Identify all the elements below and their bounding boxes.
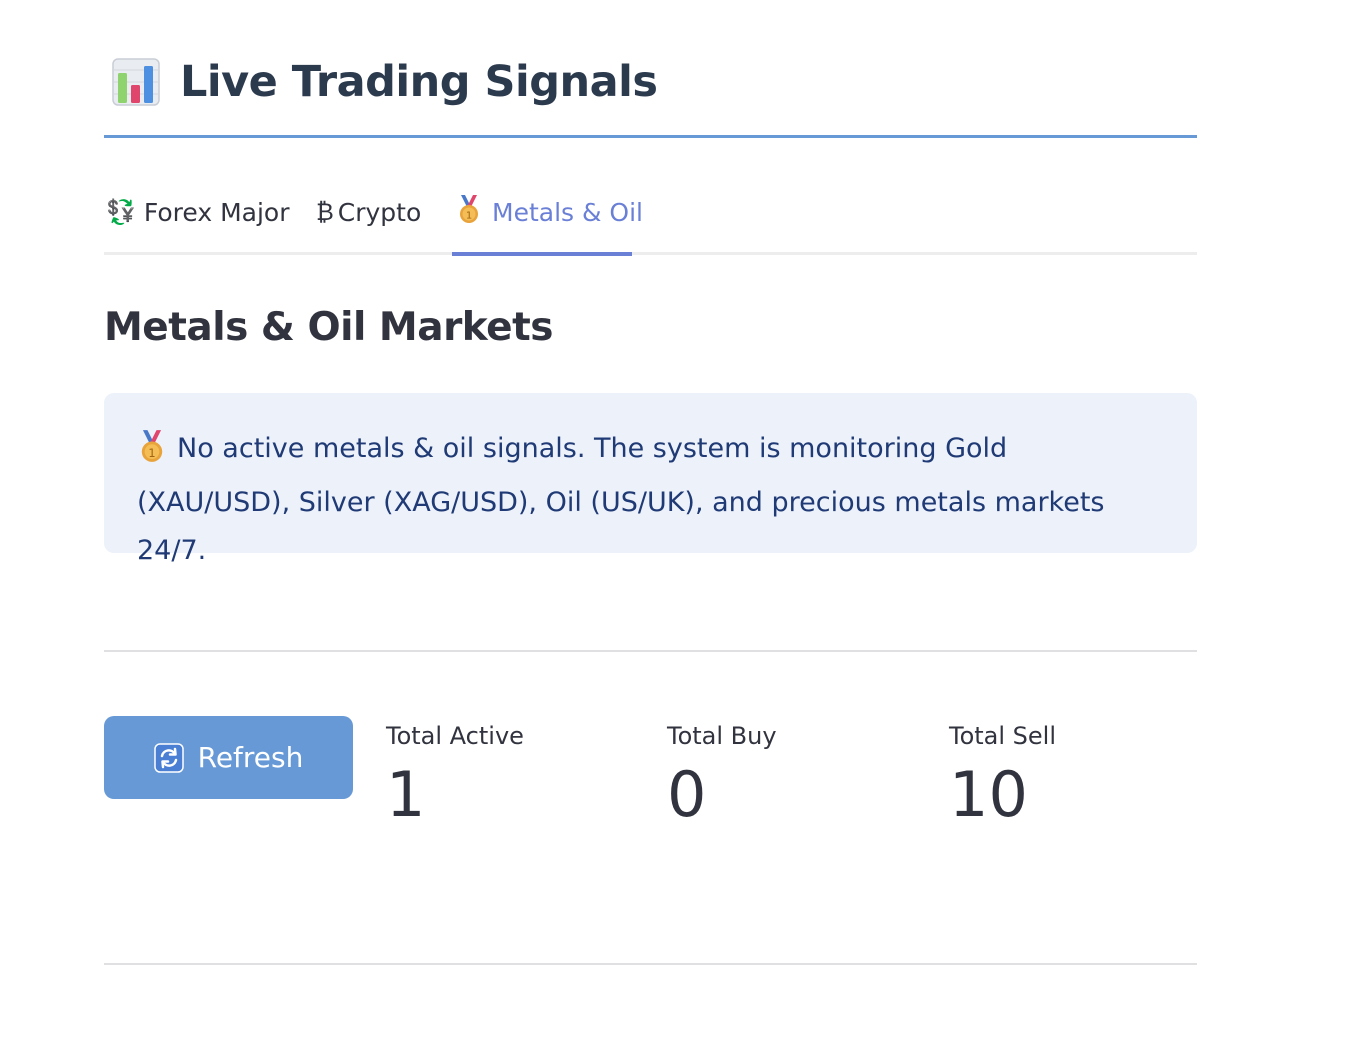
metric-label: Total Buy bbox=[667, 722, 777, 750]
tab-bar: 💱 Forex Major ₿ Crypto 1 Metals & O bbox=[104, 186, 1197, 256]
metric-value: 1 bbox=[386, 758, 426, 831]
metric-value: 10 bbox=[949, 758, 1028, 831]
tab-label: Metals & Oil bbox=[492, 197, 644, 227]
header-divider bbox=[104, 135, 1197, 138]
metric-label: Total Sell bbox=[949, 722, 1057, 750]
tab-label: Forex Major bbox=[143, 197, 290, 227]
svg-text:1: 1 bbox=[466, 211, 472, 222]
tab-metals-oil[interactable]: 1 Metals & Oil bbox=[456, 186, 643, 238]
tab-forex-major[interactable]: 💱 Forex Major bbox=[106, 186, 290, 238]
refresh-button[interactable]: Refresh bbox=[104, 716, 353, 799]
metric-total-sell: Total Sell 10 bbox=[949, 722, 1056, 826]
divider bbox=[104, 650, 1197, 652]
metric-total-active: Total Active 1 bbox=[386, 722, 524, 826]
metric-total-buy: Total Buy 0 bbox=[667, 722, 777, 826]
medal-icon: 1 bbox=[456, 194, 482, 230]
tab-bar-baseline bbox=[104, 252, 1197, 255]
page-title: Live Trading Signals bbox=[180, 57, 658, 107]
divider bbox=[104, 963, 1197, 965]
refresh-button-label: Refresh bbox=[197, 741, 304, 774]
bar-chart-icon bbox=[112, 58, 160, 106]
page-header: Live Trading Signals bbox=[104, 50, 658, 114]
bitcoin-icon: ₿ bbox=[316, 197, 334, 226]
refresh-icon bbox=[153, 742, 184, 773]
active-tab-indicator bbox=[452, 252, 632, 256]
medal-icon: 1 bbox=[137, 429, 167, 479]
section-title: Metals & Oil Markets bbox=[104, 305, 554, 350]
info-alert: 1 No active metals & oil signals. The sy… bbox=[104, 393, 1197, 566]
metric-label: Total Active bbox=[386, 722, 524, 750]
tab-label: Crypto bbox=[337, 197, 422, 227]
tab-crypto[interactable]: ₿ Crypto bbox=[316, 186, 421, 238]
metric-value: 0 bbox=[667, 758, 707, 831]
svg-text:1: 1 bbox=[148, 446, 155, 460]
currency-exchange-icon: 💱 bbox=[106, 198, 136, 226]
info-message: No active metals & oil signals. The syst… bbox=[137, 433, 1105, 566]
